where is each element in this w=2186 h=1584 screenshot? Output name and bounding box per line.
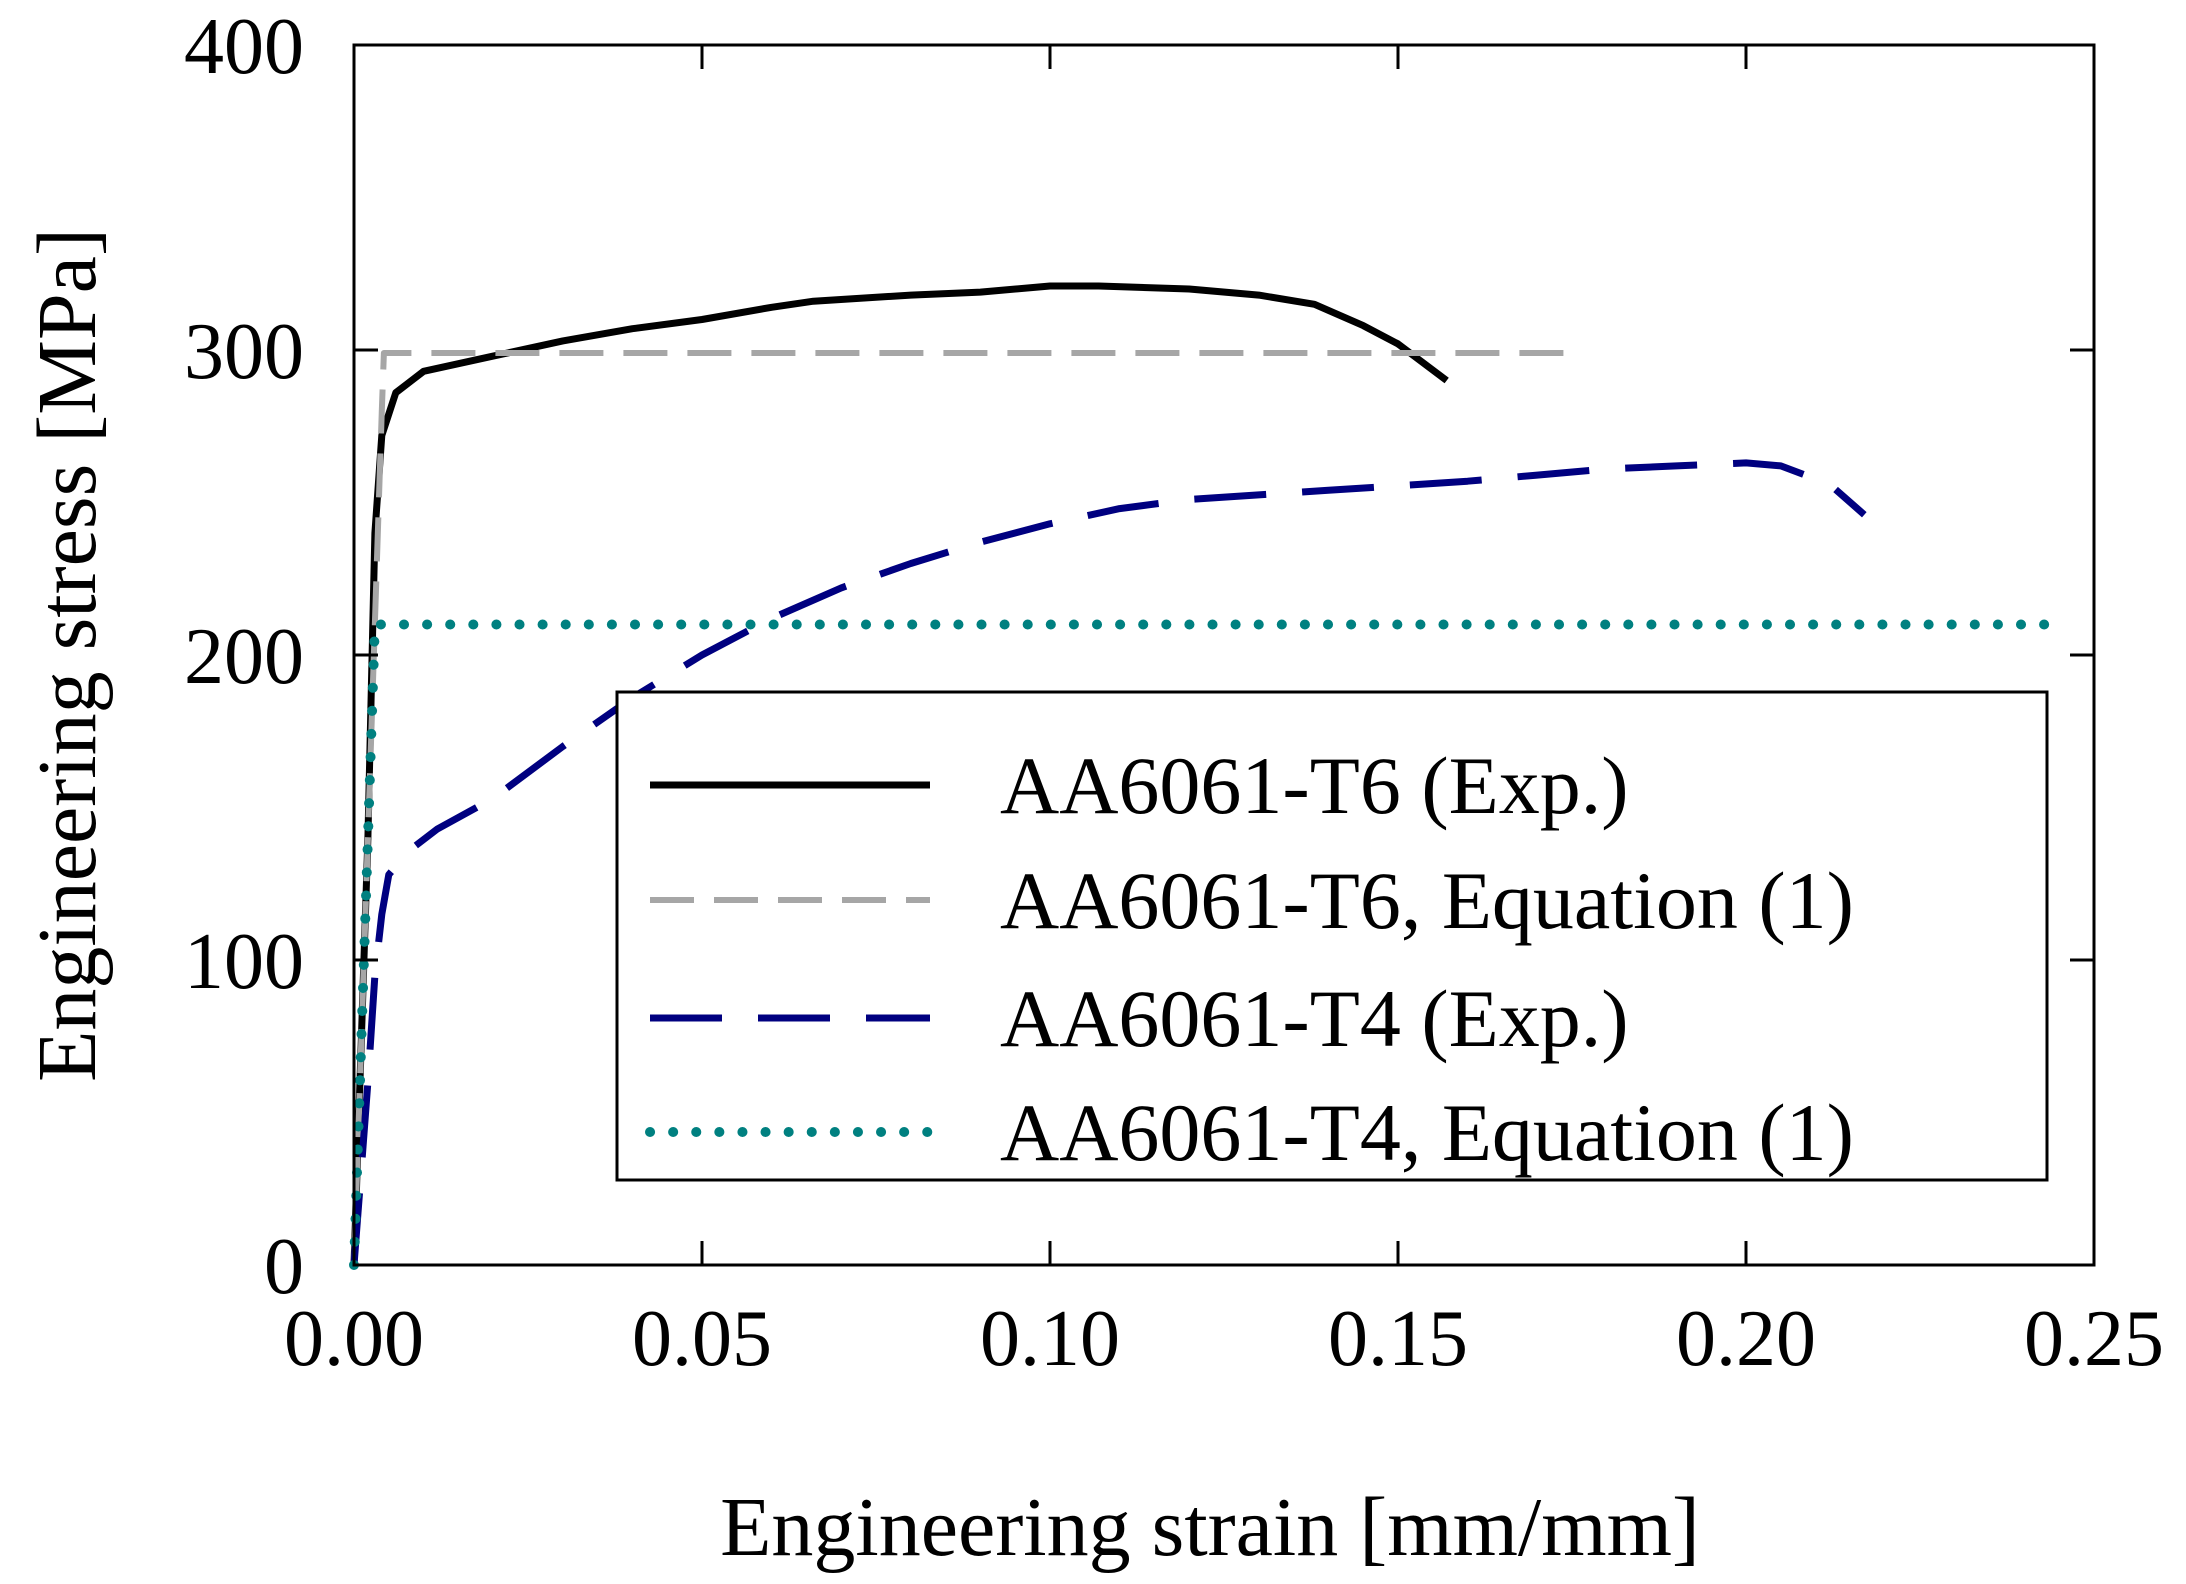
- series-line-2: [351, 350, 1579, 1266]
- x-tick-label: 0.15: [1328, 1295, 1468, 1383]
- y-axis-ticks: 0 100 200 300 400: [184, 3, 2094, 1311]
- y-axis-label: Engineering stress [MPa]: [21, 228, 114, 1082]
- x-tick-label: 0.00: [284, 1295, 424, 1383]
- y-tick-label: 200: [184, 613, 304, 701]
- legend-box: [615, 690, 2049, 1182]
- series-line-4: [349, 619, 2051, 1270]
- legend-label-4: AA6061-T4, Equation (1): [1000, 1087, 1854, 1178]
- legend-label-1: AA6061-T6 (Exp.): [1000, 740, 1629, 831]
- x-tick-label: 0.10: [980, 1295, 1120, 1383]
- y-tick-label: 300: [184, 308, 304, 396]
- legend-label-3: AA6061-T4 (Exp.): [1000, 973, 1629, 1064]
- y-tick-label: 0: [264, 1223, 304, 1311]
- x-tick-label: 0.20: [1676, 1295, 1816, 1383]
- x-axis-ticks: 0.00 0.05 0.10 0.15 0.20 0.25: [284, 45, 2164, 1383]
- x-tick-label: 0.25: [2024, 1295, 2164, 1383]
- y-tick-label: 400: [184, 3, 304, 91]
- x-axis-label: Engineering strain [mm/mm]: [720, 1481, 1700, 1574]
- legend: AA6061-T6 (Exp.) AA6061-T6, Equation (1) A…: [615, 690, 2049, 1182]
- y-tick-label: 100: [184, 918, 304, 1006]
- x-tick-label: 0.05: [632, 1295, 772, 1383]
- series-layer: [349, 282, 2051, 1270]
- series-line-1: [350, 282, 1449, 1266]
- series-line-3: [350, 459, 1867, 1266]
- legend-label-2: AA6061-T6, Equation (1): [1000, 855, 1854, 946]
